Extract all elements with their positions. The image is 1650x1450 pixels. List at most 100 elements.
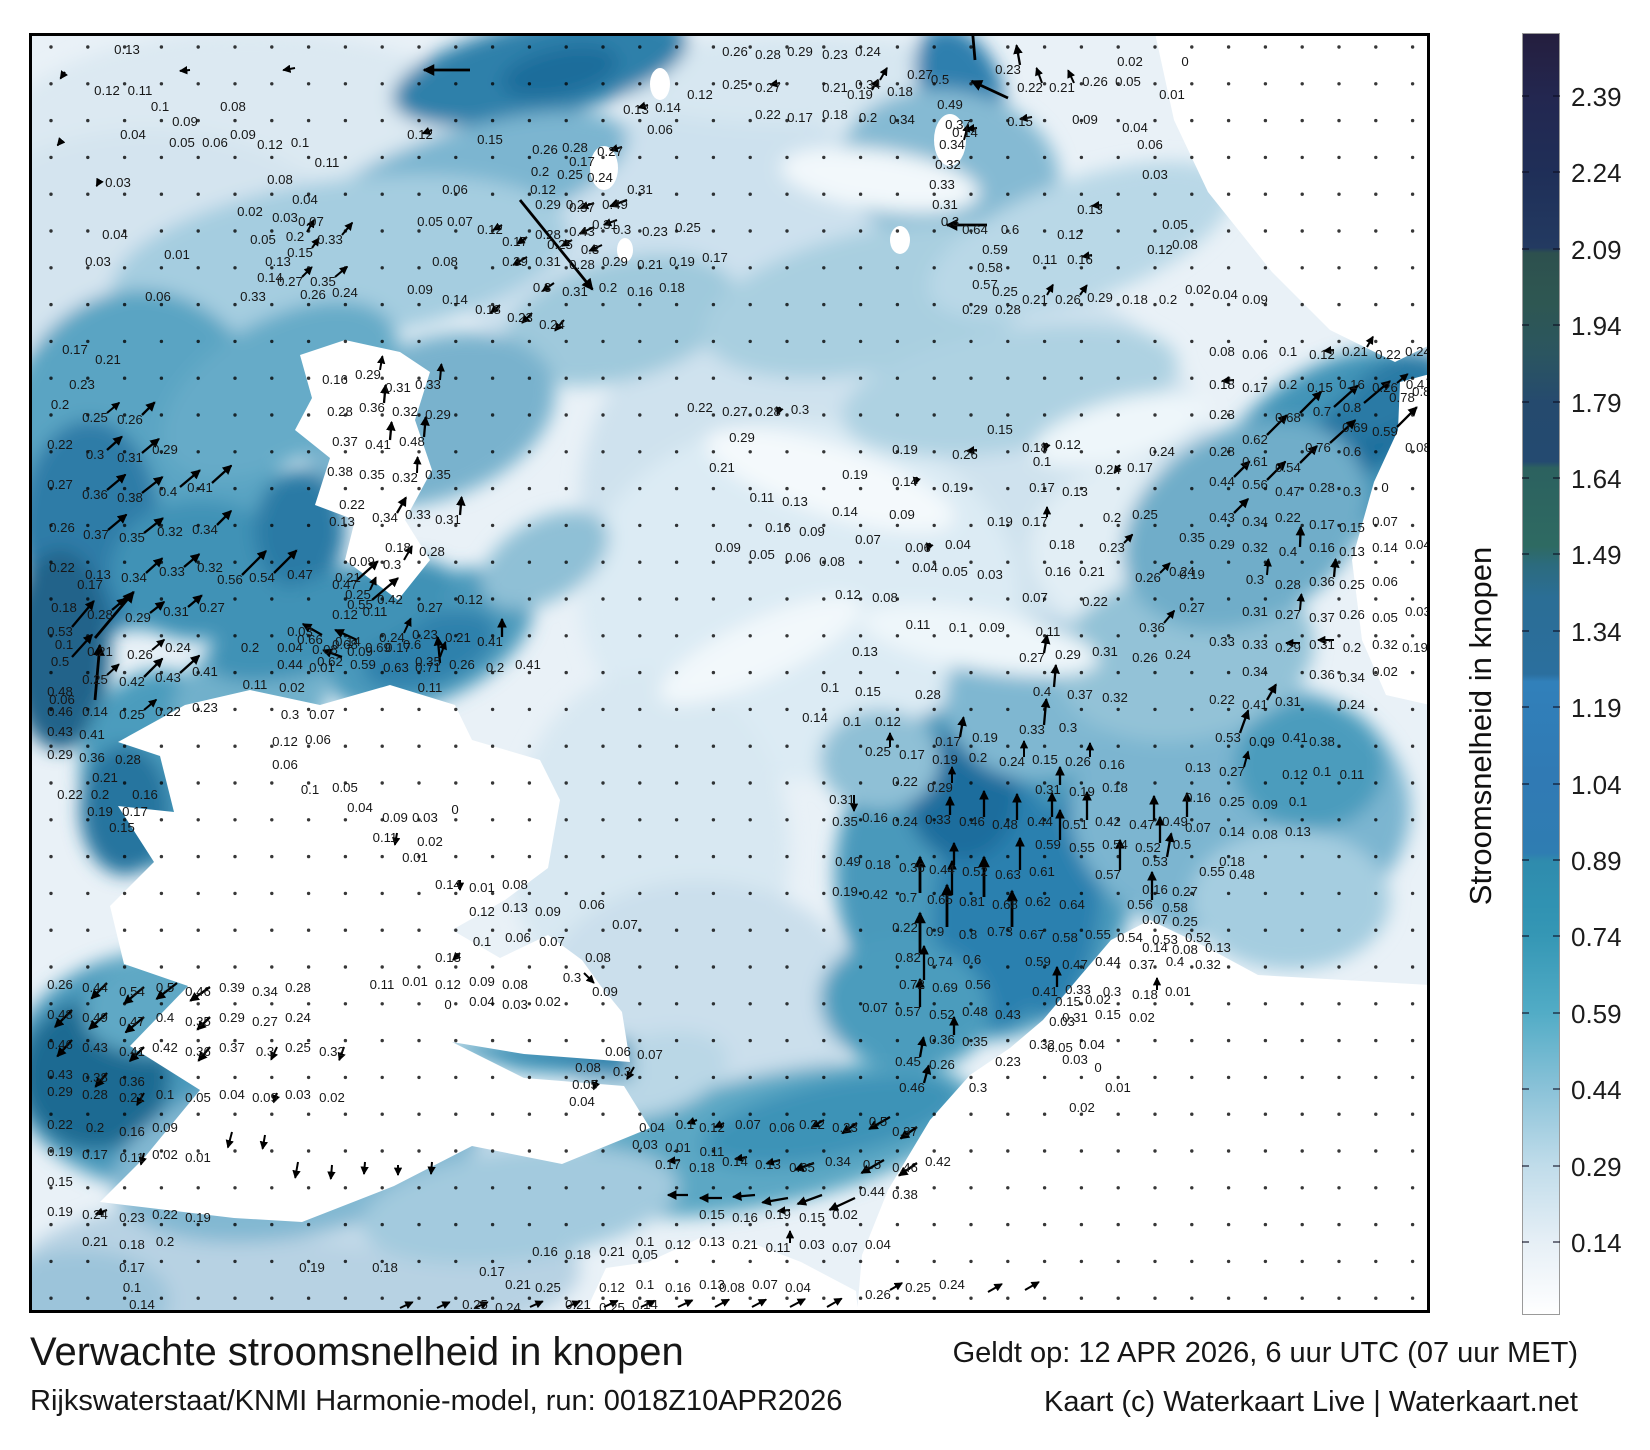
grid-dot xyxy=(1337,45,1341,49)
grid-dot xyxy=(417,229,421,233)
grid-dot xyxy=(49,1186,53,1190)
grid-dot xyxy=(1300,302,1304,307)
speed-label: 0.33 xyxy=(405,507,431,522)
speed-label: 0.41 xyxy=(119,1044,145,1059)
grid-dot xyxy=(417,82,421,86)
speed-label: 0.14 xyxy=(257,270,283,285)
grid-dot xyxy=(858,781,863,785)
grid-dot xyxy=(858,450,863,454)
speed-label: 0.24 xyxy=(82,1207,108,1222)
grid-dot xyxy=(159,1002,164,1006)
grid-dot xyxy=(895,450,900,454)
grid-dot xyxy=(1079,818,1084,822)
grid-dot xyxy=(1300,192,1304,196)
grid-dot xyxy=(674,192,679,196)
grid-dot xyxy=(1190,155,1194,160)
grid-dot xyxy=(748,82,752,86)
grid-dot xyxy=(343,1038,348,1043)
grid-dot xyxy=(1374,707,1378,712)
speed-label: 0.13 xyxy=(852,644,878,659)
grid-dot xyxy=(490,928,495,932)
grid-dot xyxy=(822,192,826,196)
grid-dot xyxy=(196,192,200,196)
grid-dot xyxy=(785,1259,789,1264)
speed-label: 0.29 xyxy=(787,44,813,59)
grid-dot xyxy=(969,302,973,307)
speed-label: 0.52 xyxy=(1135,840,1161,855)
grid-dot xyxy=(858,413,863,417)
current-arrow xyxy=(143,698,158,711)
speed-label: 0.68 xyxy=(1275,410,1301,425)
grid-dot xyxy=(306,486,311,491)
current-arrow xyxy=(368,576,377,591)
speed-label: 0.33 xyxy=(1019,722,1045,737)
grid-dot xyxy=(785,1112,789,1116)
grid-dot xyxy=(196,302,200,307)
speed-label: 0.09 xyxy=(799,524,825,539)
colorbar-tick-label: 1.04 xyxy=(1571,769,1622,800)
grid-dot xyxy=(417,597,421,601)
grid-dot xyxy=(233,450,237,454)
grid-dot xyxy=(1337,560,1341,564)
grid-dot xyxy=(564,1259,568,1264)
speed-label: 0.06 xyxy=(442,182,468,197)
grid-dot xyxy=(674,1002,679,1006)
grid-dot xyxy=(1410,229,1415,233)
speed-label: 0.15 xyxy=(477,132,503,147)
speed-label: 0.24 xyxy=(539,317,565,332)
current-arrow xyxy=(1220,376,1235,385)
speed-label: 0.1 xyxy=(636,1234,654,1249)
grid-dot xyxy=(822,118,826,123)
grid-dot xyxy=(1300,891,1304,896)
grid-dot xyxy=(490,670,495,675)
map-title: Verwachte stroomsnelheid in knopen xyxy=(30,1330,684,1374)
grid-dot xyxy=(1042,1149,1047,1153)
current-arrow xyxy=(1113,464,1122,475)
speed-label: 0.15 xyxy=(1032,752,1058,767)
speed-label: 0.38 xyxy=(892,1187,918,1202)
grid-dot xyxy=(86,965,90,969)
grid-dot xyxy=(1226,155,1231,160)
grid-dot xyxy=(1153,339,1157,344)
grid-dot xyxy=(748,781,752,785)
speed-label: 0.76 xyxy=(1305,440,1331,455)
grid-dot xyxy=(527,450,532,454)
speed-label: 0.24 xyxy=(332,285,358,300)
grid-dot xyxy=(1116,118,1120,123)
grid-dot xyxy=(122,1259,127,1264)
grid-dot xyxy=(343,155,348,160)
grid-dot xyxy=(785,82,789,86)
grid-dot xyxy=(49,339,53,344)
grid-dot xyxy=(233,155,237,160)
grid-dot xyxy=(1226,339,1231,344)
grid-dot xyxy=(822,891,826,896)
grid-dot xyxy=(601,266,605,270)
grid-dot xyxy=(196,339,200,344)
grid-dot xyxy=(86,376,90,380)
grid-dot xyxy=(822,781,826,785)
grid-dot xyxy=(564,670,568,675)
speed-label: 0.05 xyxy=(1115,74,1141,89)
speed-label: 0.64 xyxy=(1059,897,1085,912)
speed-label: 0.38 xyxy=(117,490,143,505)
grid-dot xyxy=(1006,1075,1010,1080)
grid-dot xyxy=(233,634,237,638)
speed-label: 0.28 xyxy=(1275,577,1301,592)
speed-label: 0.3 xyxy=(1103,984,1121,999)
grid-dot xyxy=(527,192,532,196)
speed-label: 0.08 xyxy=(719,1280,745,1295)
grid-dot xyxy=(748,634,752,638)
speed-label: 0.17 xyxy=(899,747,925,762)
current-arrow xyxy=(436,363,445,381)
speed-label: 0.13 xyxy=(329,514,355,529)
current-arrow xyxy=(1266,683,1277,701)
speed-label: 0.35 xyxy=(789,1160,815,1175)
speed-label: 0.11 xyxy=(128,83,153,98)
grid-dot xyxy=(306,965,311,969)
grid-dot xyxy=(1006,634,1010,638)
speed-label: 0.47 xyxy=(1062,957,1088,972)
speed-label: 0.13 xyxy=(699,1277,725,1292)
current-arrow xyxy=(259,1134,268,1150)
grid-dots xyxy=(49,45,1415,1300)
speed-label: 0.02 xyxy=(1129,1010,1155,1025)
